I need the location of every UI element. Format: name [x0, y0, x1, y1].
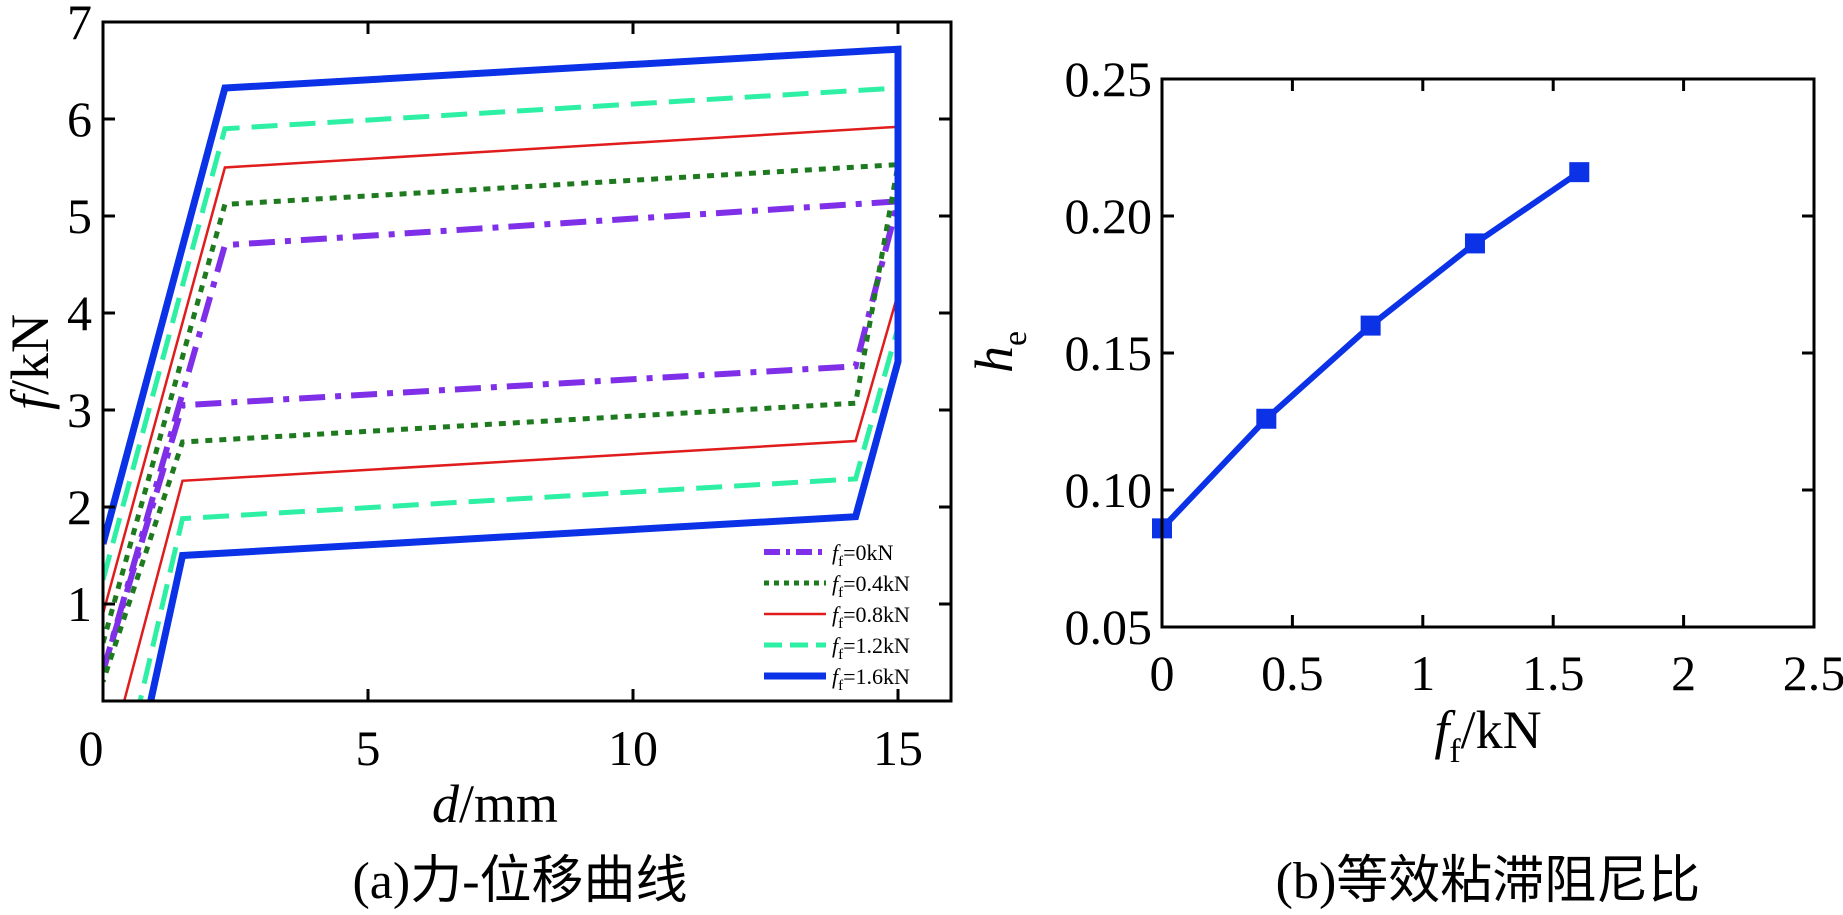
- legend-label-3: ff=1.2kN: [832, 633, 910, 663]
- chart-b-y-ticks: 0.05 0.10 0.15 0.20 0.25: [1065, 51, 1814, 655]
- legend-label-0: ff=0kN: [832, 540, 894, 570]
- caption-a: (a)力-位移曲线: [352, 853, 687, 910]
- y-tick-label-a-6: 6: [67, 91, 92, 147]
- legend-label-2: ff=0.8kN: [832, 602, 910, 632]
- x-tick-label-b-0: 0: [1150, 645, 1175, 701]
- x-tick-label-b-5: 2.5: [1783, 645, 1843, 701]
- chart-a-x-ticks: 0 5 10 15: [79, 22, 923, 776]
- x-tick-label-a-2: 10: [608, 720, 658, 776]
- chart-a-y-ticks: 1 2 3 4 5 6 7: [67, 0, 951, 703]
- chart-a-x-axis-label: d/mm: [432, 774, 558, 834]
- chart-a-frame: [101, 20, 953, 703]
- y-tick-label-a-3: 3: [67, 382, 92, 438]
- series-a-4-line: [103, 45, 902, 701]
- y-tick-label-a-5: 5: [67, 188, 92, 244]
- y-tick-label-b-1: 0.10: [1065, 462, 1153, 518]
- chart-b-series-group: [1152, 162, 1590, 539]
- x-tick-label-a-3: 15: [873, 720, 923, 776]
- y-tick-label-b-4: 0.25: [1065, 51, 1153, 107]
- x-tick-label-a-0: 0: [79, 720, 104, 776]
- x-tick-label-b-4: 2: [1671, 645, 1696, 701]
- legend-label-4: ff=1.6kN: [832, 664, 910, 694]
- point-b-2: [1360, 315, 1381, 336]
- x-tick-label-a-1: 5: [356, 720, 381, 776]
- chart-b-x-axis-label: ff/kN: [1434, 700, 1541, 770]
- y-tick-label-a-1: 1: [67, 576, 92, 632]
- y-tick-label-b-3: 0.20: [1065, 188, 1153, 244]
- point-b-4: [1569, 162, 1590, 183]
- chart-a-series-group: [103, 45, 902, 701]
- series-a-1-line: [103, 161, 902, 683]
- x-tick-label-b-3: 1.5: [1522, 645, 1585, 701]
- y-tick-label-a-4: 4: [67, 285, 92, 341]
- point-b-1: [1256, 408, 1277, 429]
- series-b-0-line: [1159, 169, 1581, 531]
- chart-b-frame: [1160, 77, 1816, 629]
- x-tick-label-b-2: 1: [1410, 645, 1435, 701]
- caption-b: (b)等效粘滞阻尼比: [1276, 853, 1701, 910]
- legend-label-1: ff=0.4kN: [832, 571, 910, 601]
- chart-b-y-axis-label: he: [964, 331, 1034, 373]
- y-tick-label-b-2: 0.15: [1065, 325, 1153, 381]
- chart-b-x-ticks: 0 0.5 1 1.5 2 2.5: [1150, 79, 1843, 701]
- y-tick-label-b-0: 0.05: [1065, 599, 1153, 655]
- chart-a-y-axis-label: f/kN: [0, 314, 60, 410]
- x-tick-label-b-1: 0.5: [1261, 645, 1324, 701]
- series-a-0-line: [103, 198, 902, 673]
- y-tick-label-a-2: 2: [67, 479, 92, 535]
- y-tick-label-a-7: 7: [67, 0, 92, 50]
- damping-ratio-chart: 0 0.5 1 1.5 2 2.5 0.050.100.150.200.25 ff/kN …: [964, 51, 1843, 770]
- point-b-3: [1464, 233, 1485, 254]
